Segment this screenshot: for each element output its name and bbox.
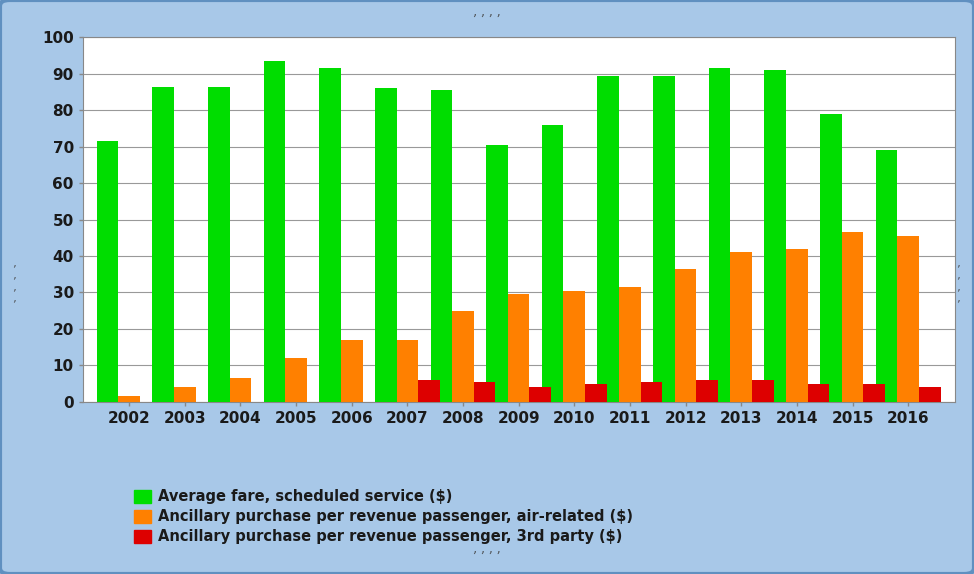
Bar xyxy=(641,382,662,402)
Bar xyxy=(619,287,641,402)
Text: ’
’
’
’: ’ ’ ’ ’ xyxy=(12,265,16,309)
Bar xyxy=(597,76,619,402)
Bar xyxy=(152,87,174,402)
Legend: Average fare, scheduled service ($), Ancillary purchase per revenue passenger, a: Average fare, scheduled service ($), Anc… xyxy=(133,489,633,545)
Bar xyxy=(863,383,885,402)
Bar xyxy=(730,253,752,402)
Text: ’ ’ ’ ’: ’ ’ ’ ’ xyxy=(473,14,501,28)
Bar xyxy=(786,249,807,402)
Bar xyxy=(174,387,196,402)
Bar xyxy=(375,88,396,402)
Bar xyxy=(418,380,440,402)
Bar xyxy=(897,236,919,402)
Bar xyxy=(319,68,341,402)
Bar xyxy=(542,125,564,402)
Bar xyxy=(431,90,452,402)
Bar xyxy=(709,68,730,402)
Bar xyxy=(530,387,551,402)
Bar xyxy=(765,70,786,402)
Bar xyxy=(208,87,230,402)
Bar xyxy=(919,387,941,402)
Bar xyxy=(341,340,362,402)
Bar xyxy=(452,311,473,402)
Text: ’
’
’
’: ’ ’ ’ ’ xyxy=(955,265,959,309)
Bar xyxy=(807,383,829,402)
Text: ’ ’ ’ ’: ’ ’ ’ ’ xyxy=(473,550,501,564)
Bar xyxy=(564,290,585,402)
Bar xyxy=(507,294,530,402)
Bar xyxy=(486,145,507,402)
Bar xyxy=(876,150,897,402)
Bar xyxy=(696,380,718,402)
Bar xyxy=(752,380,773,402)
Bar xyxy=(675,269,696,402)
Bar xyxy=(842,232,863,402)
Bar xyxy=(96,141,118,402)
Bar xyxy=(230,378,251,402)
Bar xyxy=(396,340,418,402)
Bar xyxy=(473,382,496,402)
Bar xyxy=(264,61,285,402)
Bar xyxy=(654,76,675,402)
Bar xyxy=(285,358,307,402)
Bar xyxy=(118,396,140,402)
Bar xyxy=(820,114,842,402)
Bar xyxy=(585,383,607,402)
